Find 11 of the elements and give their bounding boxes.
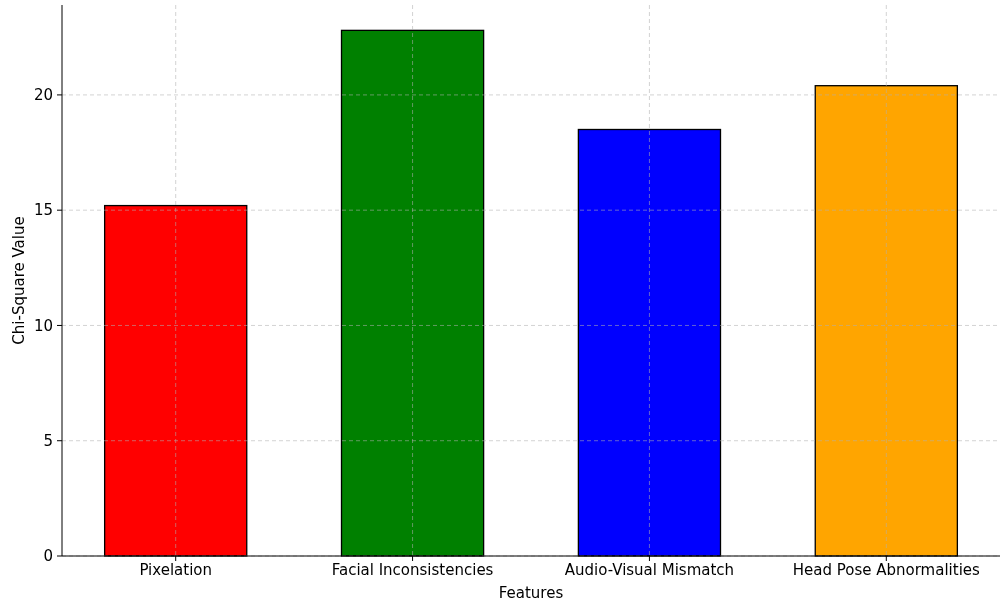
x-axis-title: Features: [498, 584, 564, 602]
y-tick-label: 10: [33, 316, 53, 335]
y-tick-label: 0: [43, 547, 53, 566]
x-tick-label: Facial Inconsistencies: [331, 561, 494, 579]
y-tick-label: 15: [33, 201, 53, 220]
x-tick-label: Head Pose Abnormalities: [792, 561, 981, 579]
y-tick-label: 5: [43, 431, 53, 450]
x-tick-label: Audio-Visual Mismatch: [564, 561, 735, 579]
y-axis-title: Chi-Square Value: [10, 216, 28, 345]
x-tick-label: Pixelation: [139, 561, 213, 579]
y-tick-label: 20: [33, 86, 53, 105]
